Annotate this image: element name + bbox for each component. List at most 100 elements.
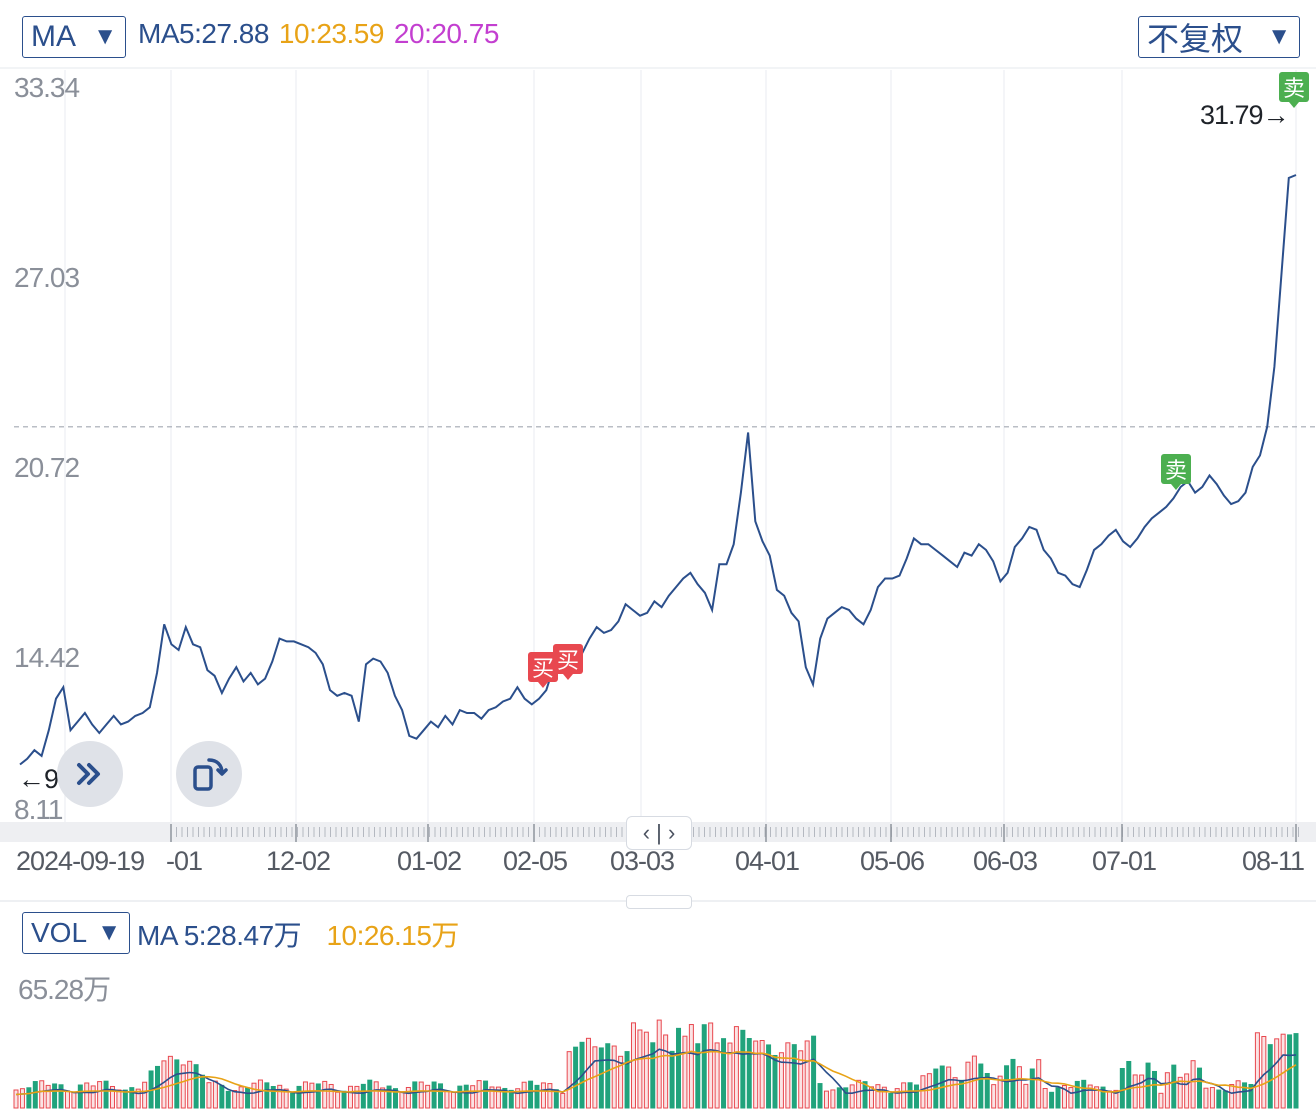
volume-bar (257, 1079, 263, 1109)
volume-bar (611, 1045, 617, 1109)
volume-bar (727, 1042, 733, 1109)
volume-bar (483, 1080, 489, 1109)
volume-bar (920, 1075, 926, 1109)
volume-bar (39, 1080, 45, 1109)
volume-bar (1209, 1087, 1215, 1109)
volume-bar (251, 1082, 257, 1109)
volume-bar (521, 1081, 527, 1109)
ma-indicator-select[interactable]: MA ▼ (22, 16, 126, 58)
volume-bar (97, 1081, 103, 1109)
volume-bar (1081, 1079, 1087, 1109)
price-axis-label: 20.72 (14, 452, 80, 483)
fast-forward-icon (77, 763, 100, 785)
volume-bar (1164, 1072, 1170, 1109)
volume-bar (1235, 1080, 1241, 1109)
volume-bar (1267, 1044, 1273, 1109)
volume-ma10-value: 10:26.15万 (326, 920, 459, 951)
volume-bar (618, 1055, 624, 1109)
volume-bar (676, 1027, 682, 1109)
volume-bar (1203, 1087, 1209, 1109)
volume-bar (997, 1075, 1003, 1109)
volume-bar (302, 1081, 308, 1109)
ma5-value: MA5:27.88 (138, 18, 269, 49)
volume-bar (431, 1081, 437, 1109)
volume-bar (322, 1080, 328, 1109)
volume-bar (264, 1082, 270, 1109)
volume-bar (26, 1087, 32, 1109)
volume-bar (894, 1088, 900, 1109)
volume-bar (1242, 1082, 1248, 1109)
volume-bar (457, 1085, 463, 1109)
buy-marker-label: 买 (532, 657, 554, 682)
volume-bar (875, 1084, 881, 1109)
volume-chart[interactable] (0, 960, 1316, 1110)
volume-bar (71, 1091, 77, 1109)
volume-indicator-select[interactable]: VOL ▼ (22, 912, 130, 954)
ma-values: MA5:27.88 10:23.59 20:20.75 (138, 18, 509, 50)
scroll-handle[interactable]: ‹ | › (626, 816, 692, 850)
price-adjust-select[interactable]: 不复权 ▼ (1138, 16, 1300, 58)
volume-bar (1042, 1087, 1048, 1109)
volume-bar (766, 1044, 772, 1109)
grid (64, 70, 1297, 822)
volume-bar (219, 1084, 225, 1109)
volume-bar (1016, 1066, 1022, 1109)
sell-marker-label: 卖 (1283, 77, 1305, 102)
date-axis-label: 02-05 (503, 846, 568, 876)
volume-bar (1248, 1083, 1254, 1109)
volume-bar (849, 1084, 855, 1109)
dropdown-arrow-icon: ▼ (1267, 23, 1291, 50)
volume-bar (1222, 1090, 1228, 1109)
volume-bar (1074, 1080, 1080, 1109)
volume-ma10-line (15, 1050, 1297, 1096)
volume-bar (1254, 1032, 1260, 1109)
volume-bar (476, 1080, 482, 1109)
sell-marker: 卖 (1279, 72, 1309, 108)
volume-bar (868, 1086, 874, 1109)
volume-bar (180, 1064, 186, 1109)
volume-bar (881, 1086, 887, 1109)
volume-bar (200, 1074, 206, 1109)
price-series-line (19, 174, 1297, 766)
dropdown-arrow-icon: ▼ (93, 23, 117, 50)
fast-forward-button[interactable] (57, 741, 123, 807)
volume-bar (161, 1060, 167, 1109)
panel-resize-handle[interactable] (626, 895, 692, 909)
volume-bar (167, 1055, 173, 1109)
volume-bar (135, 1088, 141, 1109)
volume-bar (946, 1066, 952, 1109)
ma20-value: 20:20.75 (393, 18, 500, 49)
volume-bar (534, 1084, 540, 1109)
volume-bar (515, 1088, 521, 1109)
volume-bar (283, 1088, 289, 1109)
volume-bar (341, 1090, 347, 1109)
volume-bar (354, 1085, 360, 1109)
volume-bar (1197, 1067, 1203, 1109)
volume-bar (412, 1081, 418, 1109)
volume-bar (708, 1022, 714, 1109)
volume-bar (232, 1090, 238, 1109)
volume-bar (971, 1055, 977, 1109)
volume-bar (109, 1085, 115, 1109)
volume-bar (1100, 1086, 1106, 1109)
volume-bar (489, 1086, 495, 1109)
volume-bar (508, 1089, 514, 1109)
price-chart[interactable]: 买买卖卖 (0, 0, 1316, 900)
volume-bar (1274, 1038, 1280, 1109)
volume-bar (650, 1042, 656, 1109)
volume-bar (605, 1043, 611, 1109)
volume-bar (695, 1043, 701, 1109)
rotate-screen-button[interactable] (176, 741, 242, 807)
volume-bar (656, 1019, 662, 1109)
date-axis-label: 04-01 (735, 846, 800, 876)
volume-bar (444, 1090, 450, 1109)
sell-marker-badge (1279, 72, 1309, 102)
volume-bar (450, 1091, 456, 1109)
volume-bar (296, 1085, 302, 1109)
volume-bar (347, 1085, 353, 1109)
volume-bar (13, 1089, 19, 1109)
volume-bar (212, 1080, 218, 1109)
volume-bar (335, 1091, 341, 1109)
volume-bar (129, 1087, 135, 1109)
volume-bar (187, 1060, 193, 1109)
